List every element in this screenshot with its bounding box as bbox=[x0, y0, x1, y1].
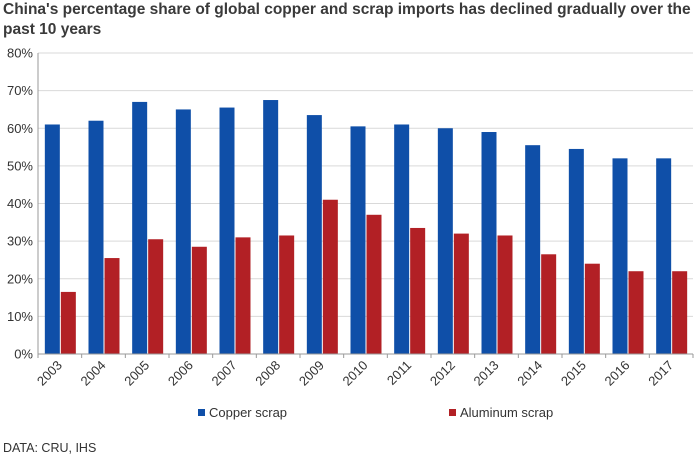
x-tick-label: 2009 bbox=[296, 358, 327, 389]
bar-copper-scrap bbox=[656, 158, 672, 354]
y-tick-label: 70% bbox=[7, 83, 33, 98]
bar-copper-scrap bbox=[612, 158, 628, 354]
x-tick-label: 2016 bbox=[602, 358, 633, 389]
bar-aluminum-scrap bbox=[497, 235, 513, 354]
bar-copper-scrap bbox=[394, 124, 410, 354]
legend-label: Copper scrap bbox=[209, 405, 287, 420]
x-tick-label: 2011 bbox=[384, 358, 414, 388]
bar-copper-scrap bbox=[306, 115, 322, 354]
legend: Copper scrap Aluminum scrap bbox=[198, 405, 553, 420]
bar-aluminum-scrap bbox=[541, 254, 557, 354]
bar-aluminum-scrap bbox=[235, 237, 251, 354]
bar-copper-scrap bbox=[219, 107, 235, 355]
x-tick-label: 2006 bbox=[165, 358, 196, 389]
bars bbox=[44, 100, 688, 355]
bar-aluminum-scrap bbox=[104, 258, 120, 354]
x-axis-tick-labels: 2003 2004 2005 2006 2007 2008 2009 2010 2011 2012… bbox=[34, 354, 694, 389]
bar-aluminum-scrap bbox=[279, 235, 295, 354]
y-tick-label: 50% bbox=[7, 158, 33, 173]
bar-copper-scrap bbox=[44, 124, 60, 354]
x-tick-label: 2010 bbox=[340, 358, 371, 389]
bar-aluminum-scrap bbox=[672, 271, 688, 354]
legend-swatch bbox=[449, 409, 456, 416]
bar-aluminum-scrap bbox=[628, 271, 644, 354]
chart-title: China's percentage share of global coppe… bbox=[3, 1, 691, 38]
data-source: DATA: CRU, IHS bbox=[3, 441, 97, 455]
y-axis-tick-labels: 0% 10% 20% 30% 40% 50% 60% 70% 80% bbox=[7, 46, 33, 362]
bar-aluminum-scrap bbox=[191, 246, 207, 354]
x-tick-label: 2004 bbox=[78, 358, 109, 389]
y-tick-label: 0% bbox=[14, 347, 33, 362]
bar-aluminum-scrap bbox=[453, 233, 469, 354]
legend-swatch bbox=[198, 409, 205, 416]
bar-aluminum-scrap bbox=[366, 214, 382, 354]
bar-copper-scrap bbox=[350, 126, 366, 355]
x-tick-label: 2014 bbox=[514, 358, 545, 389]
bar-aluminum-scrap bbox=[410, 227, 426, 354]
x-tick-label: 2012 bbox=[427, 358, 458, 389]
y-tick-label: 20% bbox=[7, 271, 33, 286]
bar-copper-scrap bbox=[132, 101, 148, 354]
y-tick-label: 30% bbox=[7, 234, 33, 249]
x-tick-label: 2005 bbox=[121, 358, 152, 389]
bar-aluminum-scrap bbox=[60, 291, 76, 354]
bar-copper-scrap bbox=[88, 120, 104, 354]
x-tick-label: 2017 bbox=[645, 358, 676, 389]
x-tick-label: 2015 bbox=[558, 358, 589, 389]
x-tick-label: 2003 bbox=[34, 358, 65, 389]
x-tick-label: 2013 bbox=[471, 358, 502, 389]
legend-label: Aluminum scrap bbox=[460, 405, 553, 420]
bar-copper-scrap bbox=[175, 109, 191, 354]
y-tick-label: 80% bbox=[7, 46, 33, 61]
bar-copper-scrap bbox=[568, 148, 584, 354]
x-tick-label: 2007 bbox=[209, 358, 240, 389]
y-tick-label: 60% bbox=[7, 121, 33, 136]
y-tick-label: 40% bbox=[7, 196, 33, 211]
bar-aluminum-scrap bbox=[584, 263, 600, 354]
y-tick-label: 10% bbox=[7, 309, 33, 324]
bar-aluminum-scrap bbox=[148, 239, 164, 354]
bar-copper-scrap bbox=[437, 128, 453, 354]
bar-copper-scrap bbox=[525, 145, 541, 354]
bar-aluminum-scrap bbox=[322, 199, 338, 354]
bar-copper-scrap bbox=[263, 100, 279, 354]
x-tick-label: 2008 bbox=[252, 358, 283, 389]
bar-copper-scrap bbox=[481, 132, 497, 354]
